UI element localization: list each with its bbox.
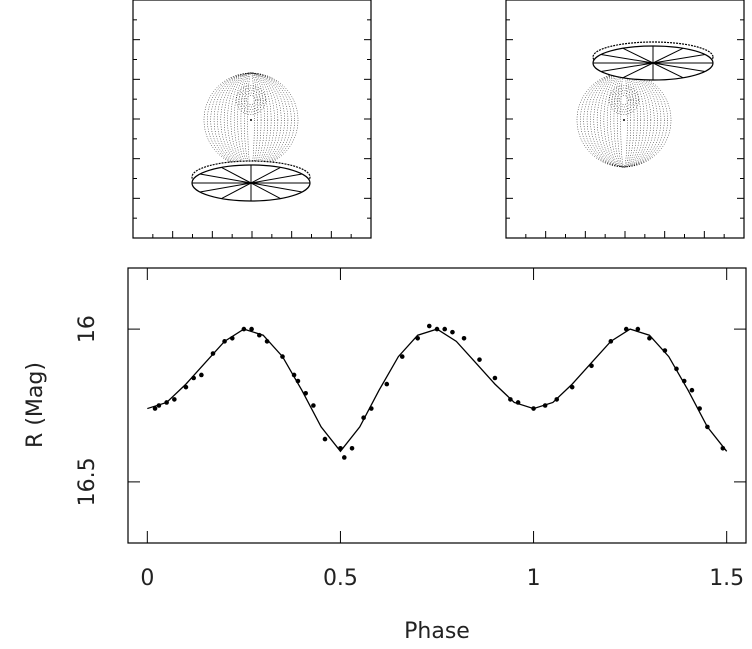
pole	[250, 119, 252, 121]
meridian	[593, 72, 655, 168]
spoke	[600, 54, 654, 64]
disk-spokes	[593, 46, 713, 80]
data-point	[477, 357, 482, 362]
left-inset	[132, 0, 372, 239]
data-point	[342, 455, 347, 460]
spoke	[600, 62, 654, 72]
data-point	[322, 436, 328, 442]
spot-ring	[611, 87, 637, 113]
data-point	[461, 335, 467, 341]
spoke	[652, 54, 706, 64]
data-point	[635, 326, 641, 332]
spoke	[622, 47, 654, 64]
data-point	[442, 326, 448, 332]
spot-ring	[241, 90, 261, 110]
pole	[623, 119, 625, 121]
spoke	[652, 47, 684, 64]
spot-ring	[609, 85, 639, 115]
y-tick-label: 16.5	[75, 457, 100, 506]
spoke	[250, 182, 303, 193]
spot-ring	[243, 92, 259, 108]
spot-ring	[616, 92, 632, 108]
inset-frame	[505, 0, 745, 239]
model-curve	[147, 328, 728, 453]
meridian	[247, 72, 255, 168]
spot-ring	[614, 90, 634, 110]
data-point	[384, 381, 390, 387]
data-point	[450, 329, 455, 335]
data-point	[311, 403, 316, 408]
data-point	[349, 445, 355, 451]
meridian	[576, 72, 672, 168]
meridian	[596, 72, 652, 168]
data-point	[199, 372, 204, 378]
meridian	[613, 72, 635, 168]
meridian	[207, 72, 295, 168]
data-point	[399, 354, 405, 359]
spoke	[652, 62, 684, 79]
star-sphere	[203, 72, 299, 168]
x-axis-label: Phase	[404, 619, 470, 644]
y-tick-label: 16	[75, 315, 100, 343]
x-tick-label: 0	[140, 566, 154, 591]
spoke	[622, 62, 654, 79]
data-point	[152, 406, 158, 411]
spoke	[250, 182, 281, 200]
spoke	[221, 182, 252, 200]
spot-ring	[236, 85, 266, 115]
data-point	[492, 375, 498, 381]
spoke	[250, 166, 281, 184]
x-tick-label: 1.5	[709, 566, 744, 591]
plot-frame	[127, 267, 747, 544]
data-point	[172, 397, 177, 402]
meridian	[203, 72, 299, 168]
spoke	[250, 173, 303, 184]
data-point	[689, 387, 695, 393]
spoke	[221, 166, 252, 184]
spoke	[652, 62, 706, 72]
x-tick-label: 1	[527, 566, 541, 591]
data-point	[249, 326, 254, 332]
x-tick-label: 0.5	[323, 566, 358, 591]
y-axis-label: R (Mag)	[23, 362, 48, 448]
right-inset	[505, 0, 745, 239]
meridian	[606, 72, 642, 168]
meridian	[223, 72, 279, 168]
meridian	[603, 72, 645, 168]
data-point	[426, 323, 432, 329]
spot-ring	[246, 95, 256, 105]
disk-spokes	[192, 165, 310, 201]
spot-ring	[619, 95, 629, 105]
star-sphere	[576, 72, 672, 168]
plot: 0 0.5 1 1.5 16 16.5	[75, 268, 746, 591]
inset-frame	[132, 0, 372, 239]
spot-ring	[238, 87, 264, 113]
meridian	[230, 72, 272, 168]
spoke	[199, 173, 252, 184]
spoke	[199, 182, 252, 193]
meridian	[240, 72, 262, 168]
meridian	[220, 72, 282, 168]
